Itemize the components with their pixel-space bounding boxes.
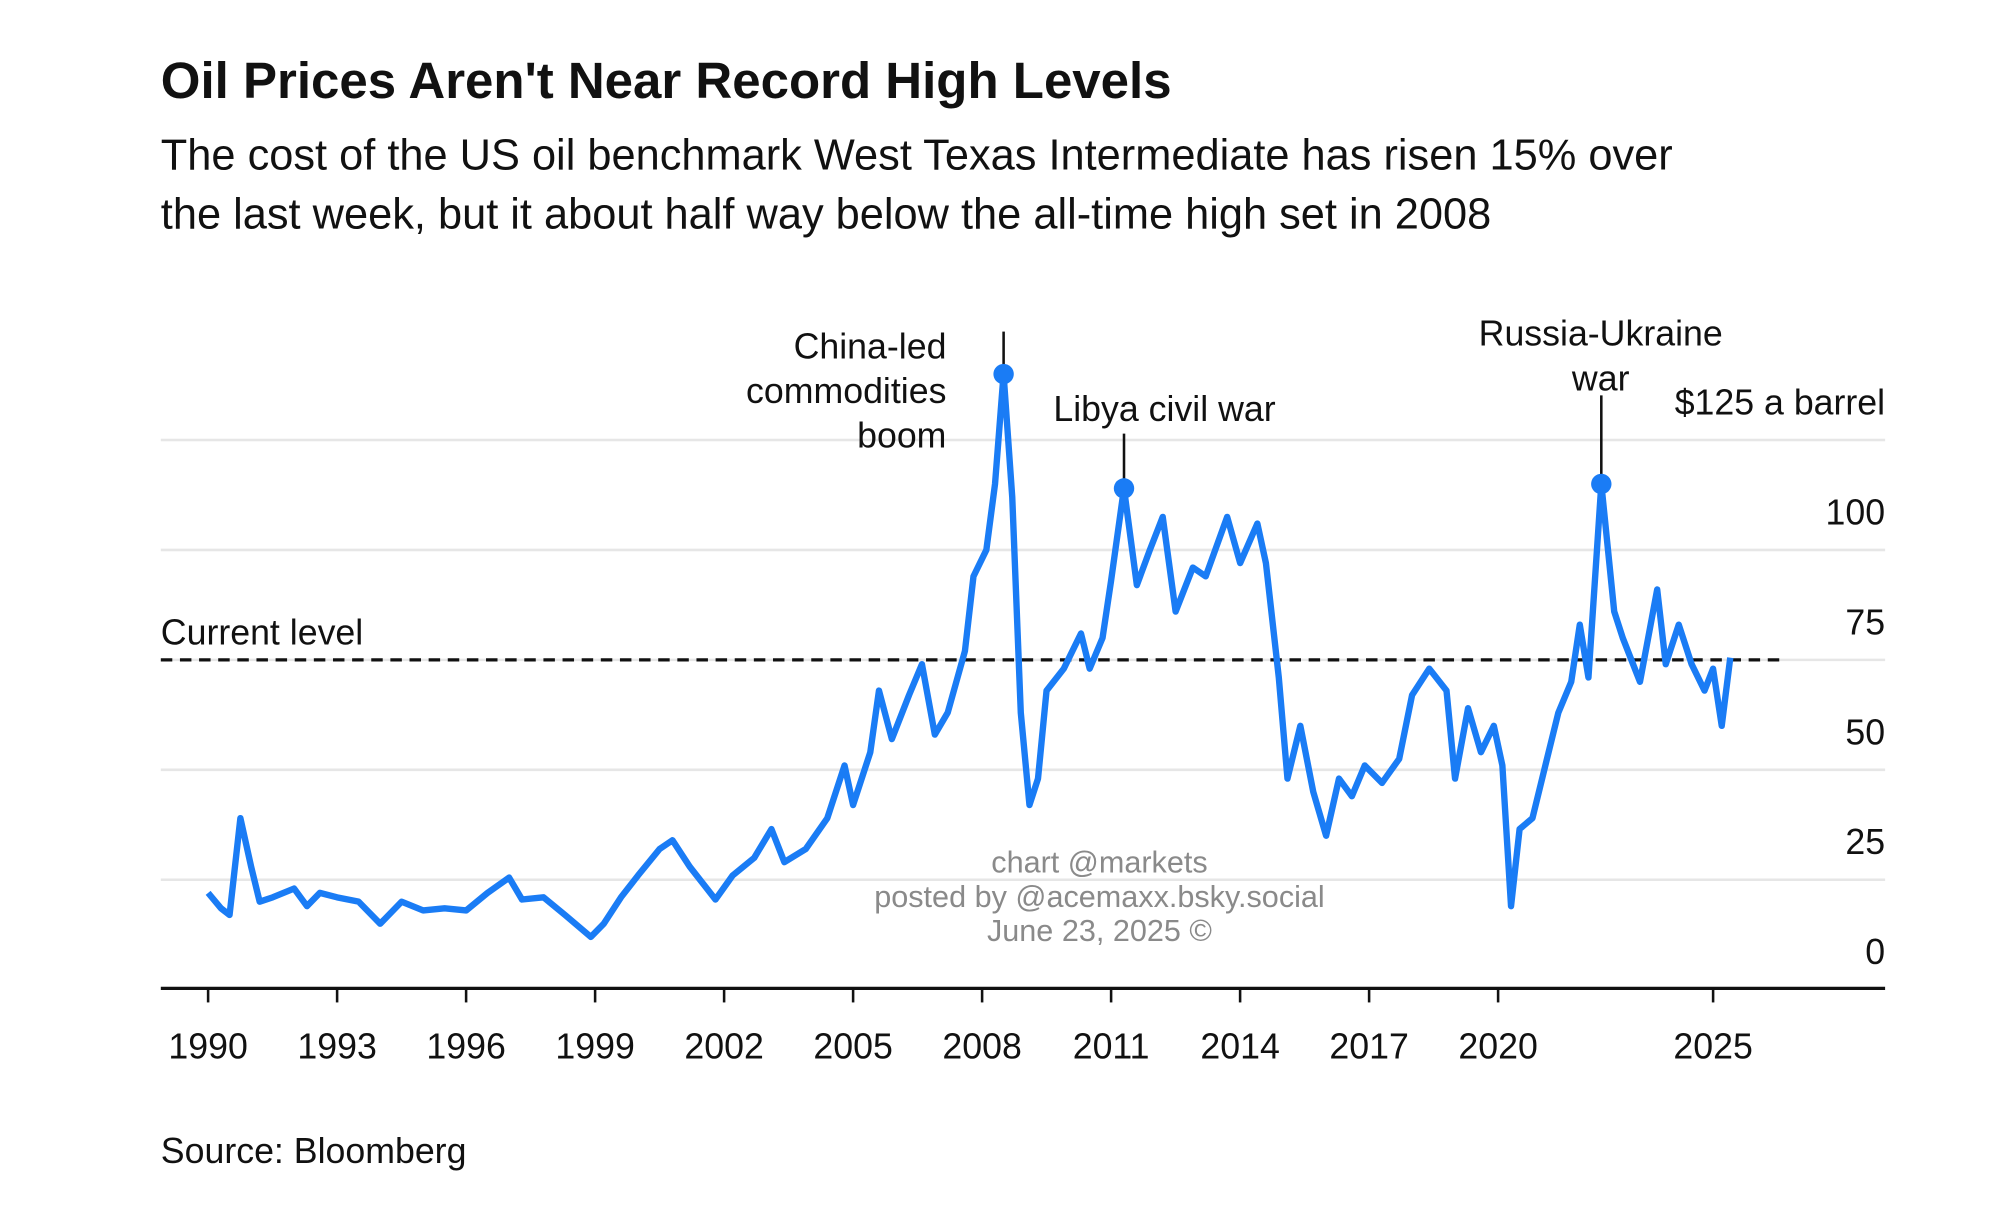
chart-title: Oil Prices Aren't Near Record High Level… xyxy=(161,52,1172,109)
x-tick-label: 2025 xyxy=(1673,1027,1752,1067)
x-tick-label: 1993 xyxy=(297,1027,376,1067)
y-tick-label: 0 xyxy=(1865,932,1885,972)
current-level-label: Current level xyxy=(161,613,363,653)
x-tick-label: 2011 xyxy=(1073,1027,1150,1067)
annotation-label: commodities xyxy=(746,371,946,411)
annotation-label: Russia-Ukraine xyxy=(1479,314,1723,354)
watermark: chart @markets xyxy=(991,845,1207,879)
annotation-label: Libya civil war xyxy=(1053,389,1275,429)
annotation-label: war xyxy=(1571,358,1630,398)
annotation-label: China-led xyxy=(794,326,947,366)
y-tick-label: 50 xyxy=(1845,712,1885,752)
x-tick-label: 1990 xyxy=(168,1027,247,1067)
annotation-point xyxy=(1591,473,1612,495)
x-tick-label: 1999 xyxy=(555,1027,634,1067)
y-tick-label: $125 a barrel xyxy=(1675,382,1885,422)
price-line xyxy=(205,370,1734,941)
x-tick-label: 2014 xyxy=(1200,1027,1279,1067)
x-tick-label: 2020 xyxy=(1458,1027,1537,1067)
y-tick-label: 25 xyxy=(1845,822,1885,862)
x-tick-label: 2017 xyxy=(1329,1027,1408,1067)
annotation-point xyxy=(993,363,1014,385)
y-tick-label: 100 xyxy=(1826,492,1886,532)
source: Source: Bloomberg xyxy=(161,1131,467,1171)
annotation-label: boom xyxy=(857,416,946,456)
x-tick-label: 2002 xyxy=(684,1027,763,1067)
x-tick-label: 1996 xyxy=(426,1027,505,1067)
chart-subtitle: the last week, but it about half way bel… xyxy=(161,190,1491,238)
watermark: posted by @acemaxx.bsky.social xyxy=(874,880,1325,914)
annotation-point xyxy=(1113,478,1135,499)
chart-subtitle: The cost of the US oil benchmark West Te… xyxy=(161,132,1673,180)
x-tick-label: 2005 xyxy=(813,1027,892,1067)
watermark: June 23, 2025 © xyxy=(987,914,1212,948)
x-tick-label: 2008 xyxy=(942,1027,1021,1067)
y-tick-label: 75 xyxy=(1845,602,1885,642)
